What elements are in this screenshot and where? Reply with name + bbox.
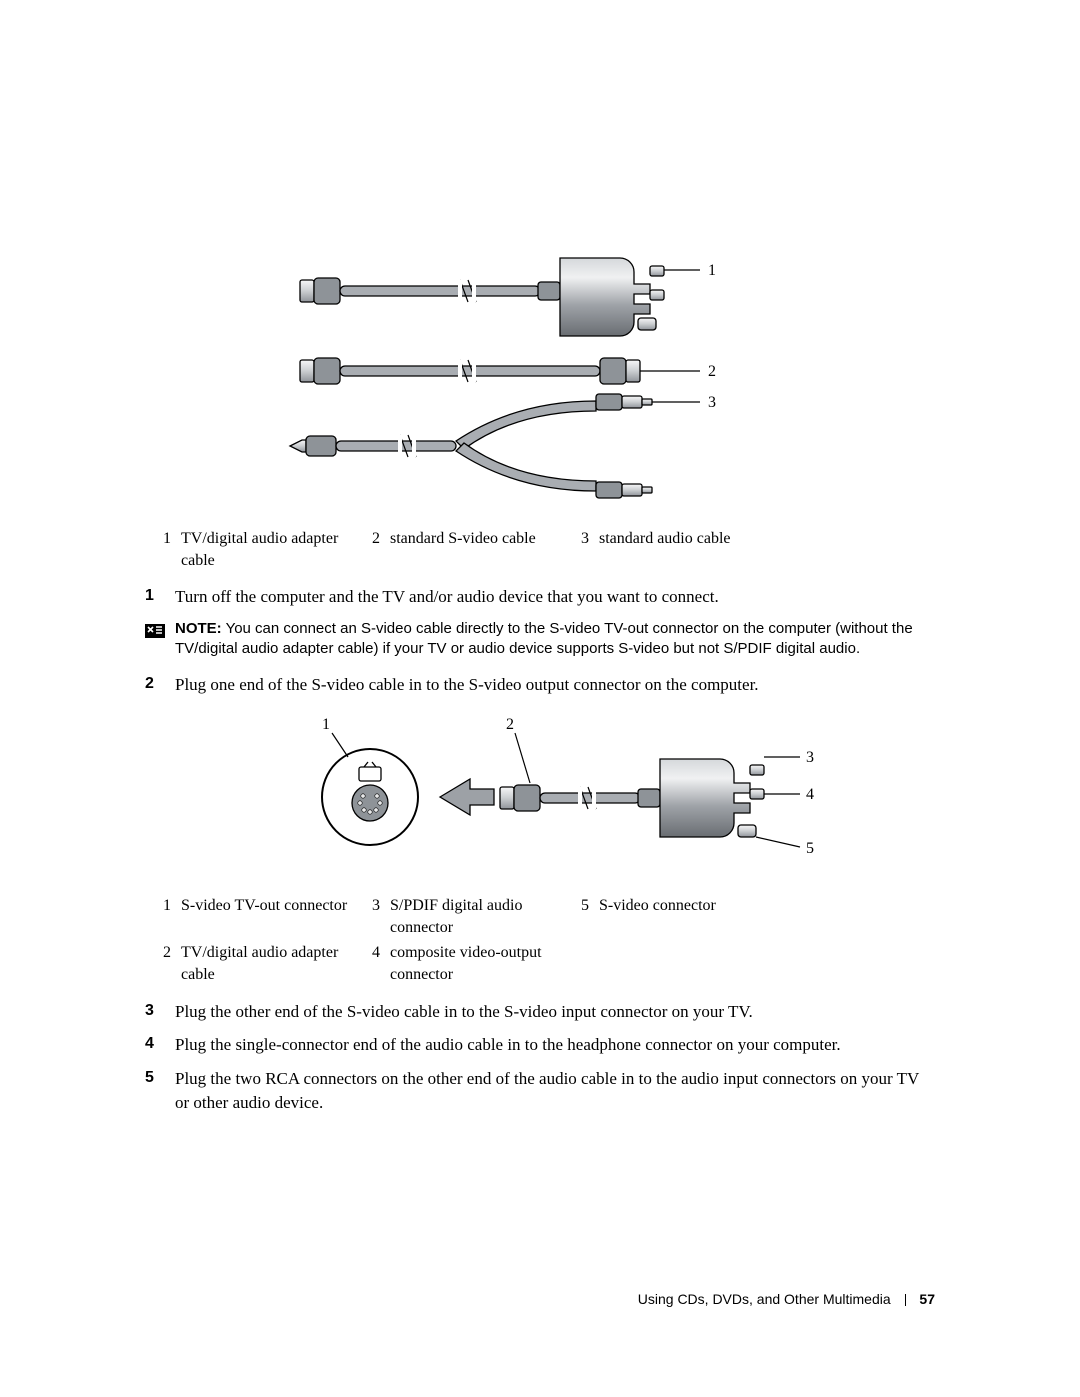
callout-1: 1 [708, 262, 716, 279]
legend-num: 2 [157, 942, 171, 985]
legend-text: S-video TV-out connector [181, 895, 356, 938]
figure2-legend: 1 S-video TV-out connector 3 S/PDIF digi… [157, 895, 935, 985]
legend-text: composite video-output connector [390, 942, 565, 985]
footer-separator [905, 1294, 906, 1306]
callout-f2-2: 2 [506, 716, 514, 733]
step-3: Plug the other end of the S-video cable … [145, 1000, 935, 1024]
step-5: Plug the two RCA connectors on the other… [145, 1067, 935, 1115]
legend-num: 3 [575, 528, 589, 571]
page-footer: Using CDs, DVDs, and Other Multimedia 57 [638, 1291, 935, 1307]
legend-text: standard audio cable [599, 528, 759, 571]
steps-list: Turn off the computer and the TV and/or … [145, 585, 935, 609]
figure-cables: 1 2 [260, 230, 820, 510]
page: 1 2 [0, 0, 1080, 1397]
step-4: Plug the single-connector end of the aud… [145, 1033, 935, 1057]
legend-num: 2 [366, 528, 380, 571]
note-body: You can connect an S-video cable directl… [175, 620, 913, 657]
legend-text: S/PDIF digital audio connector [390, 895, 565, 938]
callout-2: 2 [708, 363, 716, 380]
footer-page-number: 57 [919, 1291, 935, 1307]
footer-section: Using CDs, DVDs, and Other Multimedia [638, 1291, 891, 1307]
figure-connector: 1 2 3 4 [260, 707, 820, 877]
cable-adapter: 1 [300, 258, 716, 336]
step-1: Turn off the computer and the TV and/or … [145, 585, 935, 609]
callout-f2-1: 1 [322, 716, 330, 733]
page-content: 1 2 [145, 230, 935, 1115]
steps-list-3: Plug the other end of the S-video cable … [145, 1000, 935, 1115]
note-block: NOTE: You can connect an S-video cable d… [145, 619, 935, 660]
legend-text: TV/digital audio adapter cable [181, 528, 356, 571]
figure1-legend: 1 TV/digital audio adapter cable 2 stand… [157, 528, 935, 571]
legend-text: TV/digital audio adapter cable [181, 942, 356, 985]
legend-text: S-video connector [599, 895, 774, 938]
note-text: NOTE: You can connect an S-video cable d… [175, 619, 935, 660]
legend-num: 4 [366, 942, 380, 985]
legend-num: 1 [157, 895, 171, 938]
legend-text: standard S-video cable [390, 528, 565, 571]
legend-num: 1 [157, 528, 171, 571]
callout-3: 3 [708, 394, 716, 411]
callout-f2-3: 3 [806, 749, 814, 766]
callout-f2-5: 5 [806, 840, 814, 857]
cable-svideo: 2 [300, 358, 716, 384]
note-icon [145, 620, 165, 640]
legend-num: 5 [575, 895, 589, 938]
steps-list-2: Plug one end of the S-video cable in to … [145, 673, 935, 697]
cable-audio-y: 3 [290, 394, 716, 498]
callout-f2-4: 4 [806, 786, 814, 803]
step-2: Plug one end of the S-video cable in to … [145, 673, 935, 697]
note-label: NOTE: [175, 620, 222, 637]
legend-num: 3 [366, 895, 380, 938]
